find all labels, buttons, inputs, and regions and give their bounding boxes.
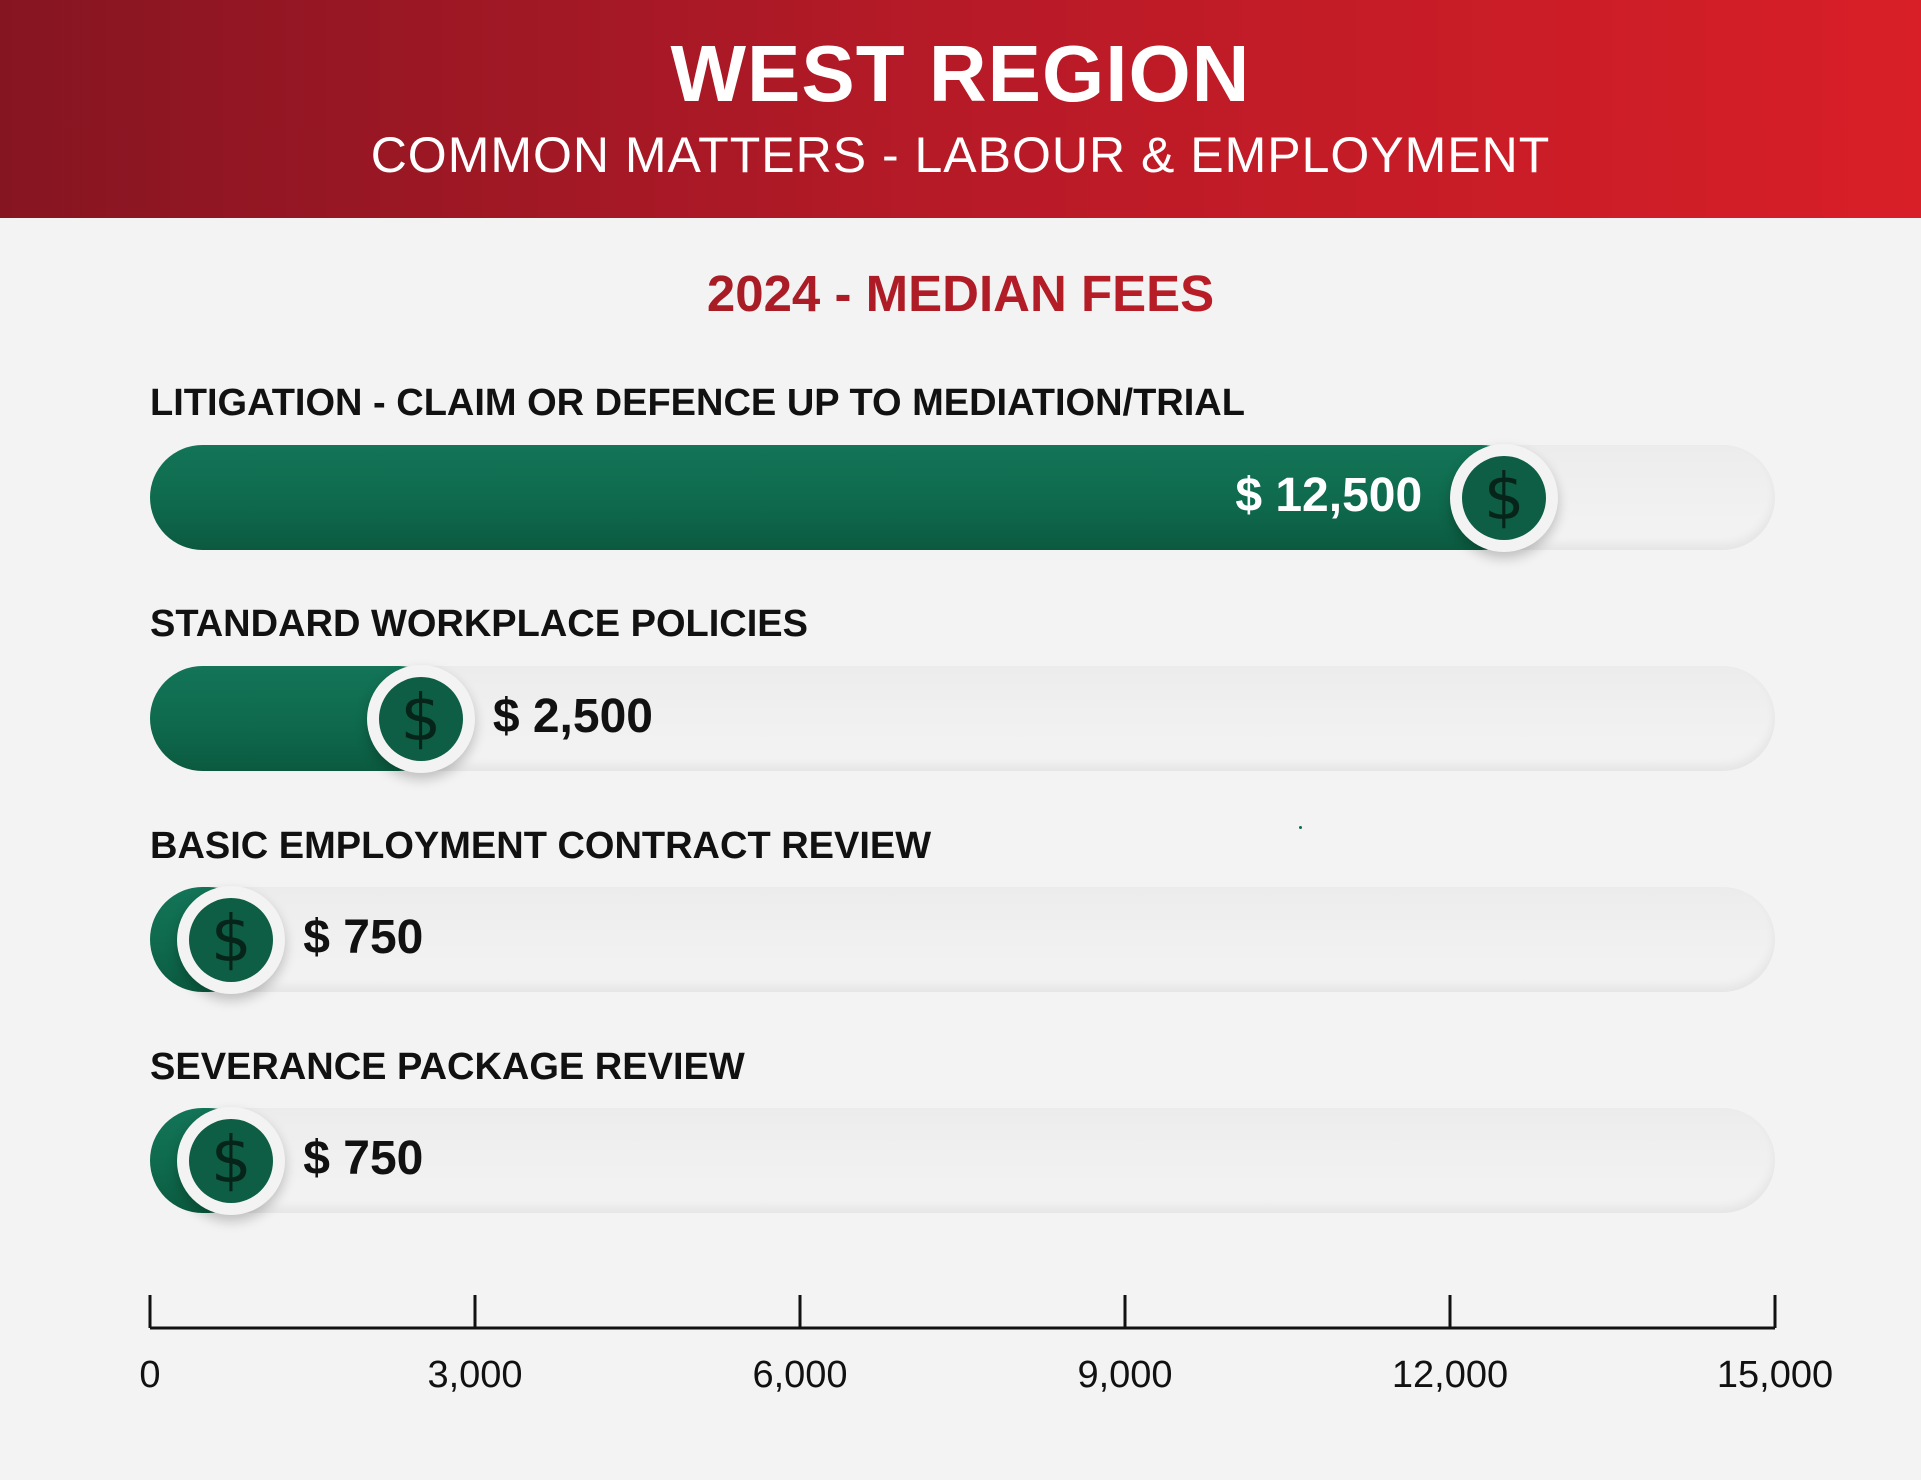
page-title: WEST REGION	[670, 29, 1251, 118]
category-label: LITIGATION - CLAIM OR DEFENCE UP TO MEDI…	[150, 382, 1245, 424]
dollar-coin-icon: $	[366, 664, 475, 773]
decorative-dot	[1299, 826, 1302, 829]
x-tick-label: 6,000	[752, 1354, 848, 1396]
dollar-coin-icon: $	[1450, 443, 1559, 552]
data-label: $ 750	[303, 1131, 424, 1185]
bar	[150, 445, 1535, 550]
x-tick-label: 15,000	[1716, 1354, 1834, 1396]
dollar-sign-icon: $	[1462, 455, 1547, 540]
dollar-sign-icon: $	[378, 676, 463, 761]
category-label: STANDARD WORKPLACE POLICIES	[150, 603, 808, 645]
x-tick-label: 0	[139, 1354, 161, 1396]
bar-track	[150, 1108, 1775, 1213]
category-label: SEVERANCE PACKAGE REVIEW	[150, 1046, 745, 1088]
dollar-sign-icon: $	[189, 897, 274, 982]
x-tick-label: 9,000	[1077, 1354, 1173, 1396]
bar-track	[150, 887, 1775, 992]
x-tick-label: 12,000	[1391, 1354, 1509, 1396]
page-subtitle: COMMON MATTERS - LABOUR & EMPLOYMENT	[370, 127, 1551, 183]
category-label: BASIC EMPLOYMENT CONTRACT REVIEW	[150, 825, 932, 867]
data-label: $ 12,500	[1235, 468, 1423, 522]
dollar-coin-icon: $	[177, 885, 286, 994]
dollar-coin-icon: $	[177, 1106, 286, 1215]
chart-title: 2024 - MEDIAN FEES	[0, 264, 1921, 323]
x-tick-label: 3,000	[427, 1354, 523, 1396]
header-banner: WEST REGION COMMON MATTERS - LABOUR & EM…	[0, 0, 1921, 218]
dollar-sign-icon: $	[189, 1118, 274, 1203]
data-label: $ 750	[303, 910, 424, 964]
data-label: $ 2,500	[492, 689, 653, 743]
